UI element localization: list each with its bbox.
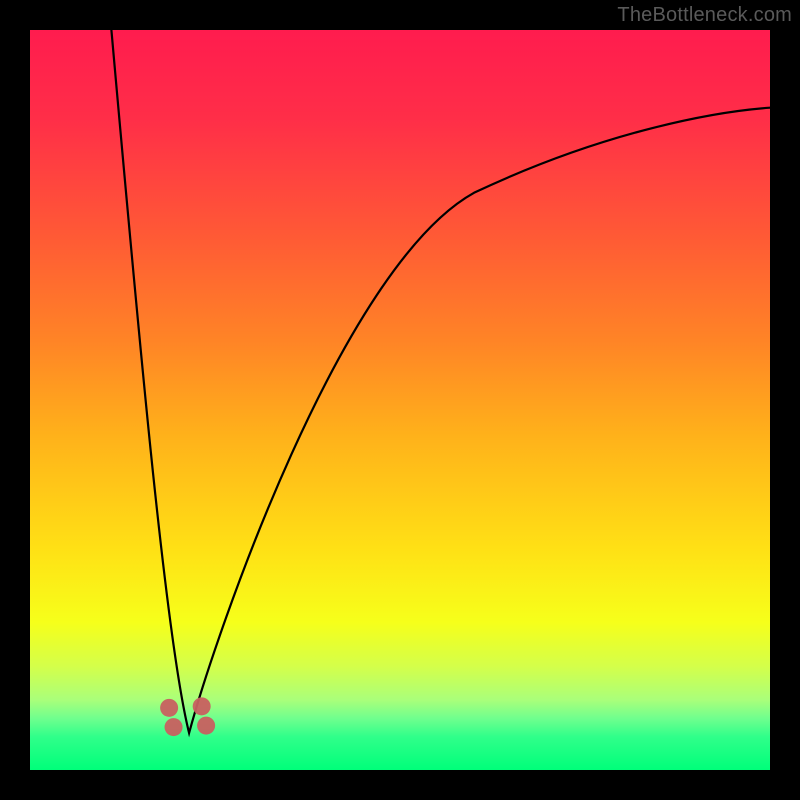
marker-point: [197, 717, 215, 735]
marker-point: [193, 697, 211, 715]
attribution-label: TheBottleneck.com: [617, 4, 792, 27]
bottleneck-curve-chart: [30, 30, 770, 770]
marker-point: [165, 718, 183, 736]
gradient-background: [30, 30, 770, 770]
marker-point: [160, 699, 178, 717]
chart-container: [30, 30, 770, 770]
